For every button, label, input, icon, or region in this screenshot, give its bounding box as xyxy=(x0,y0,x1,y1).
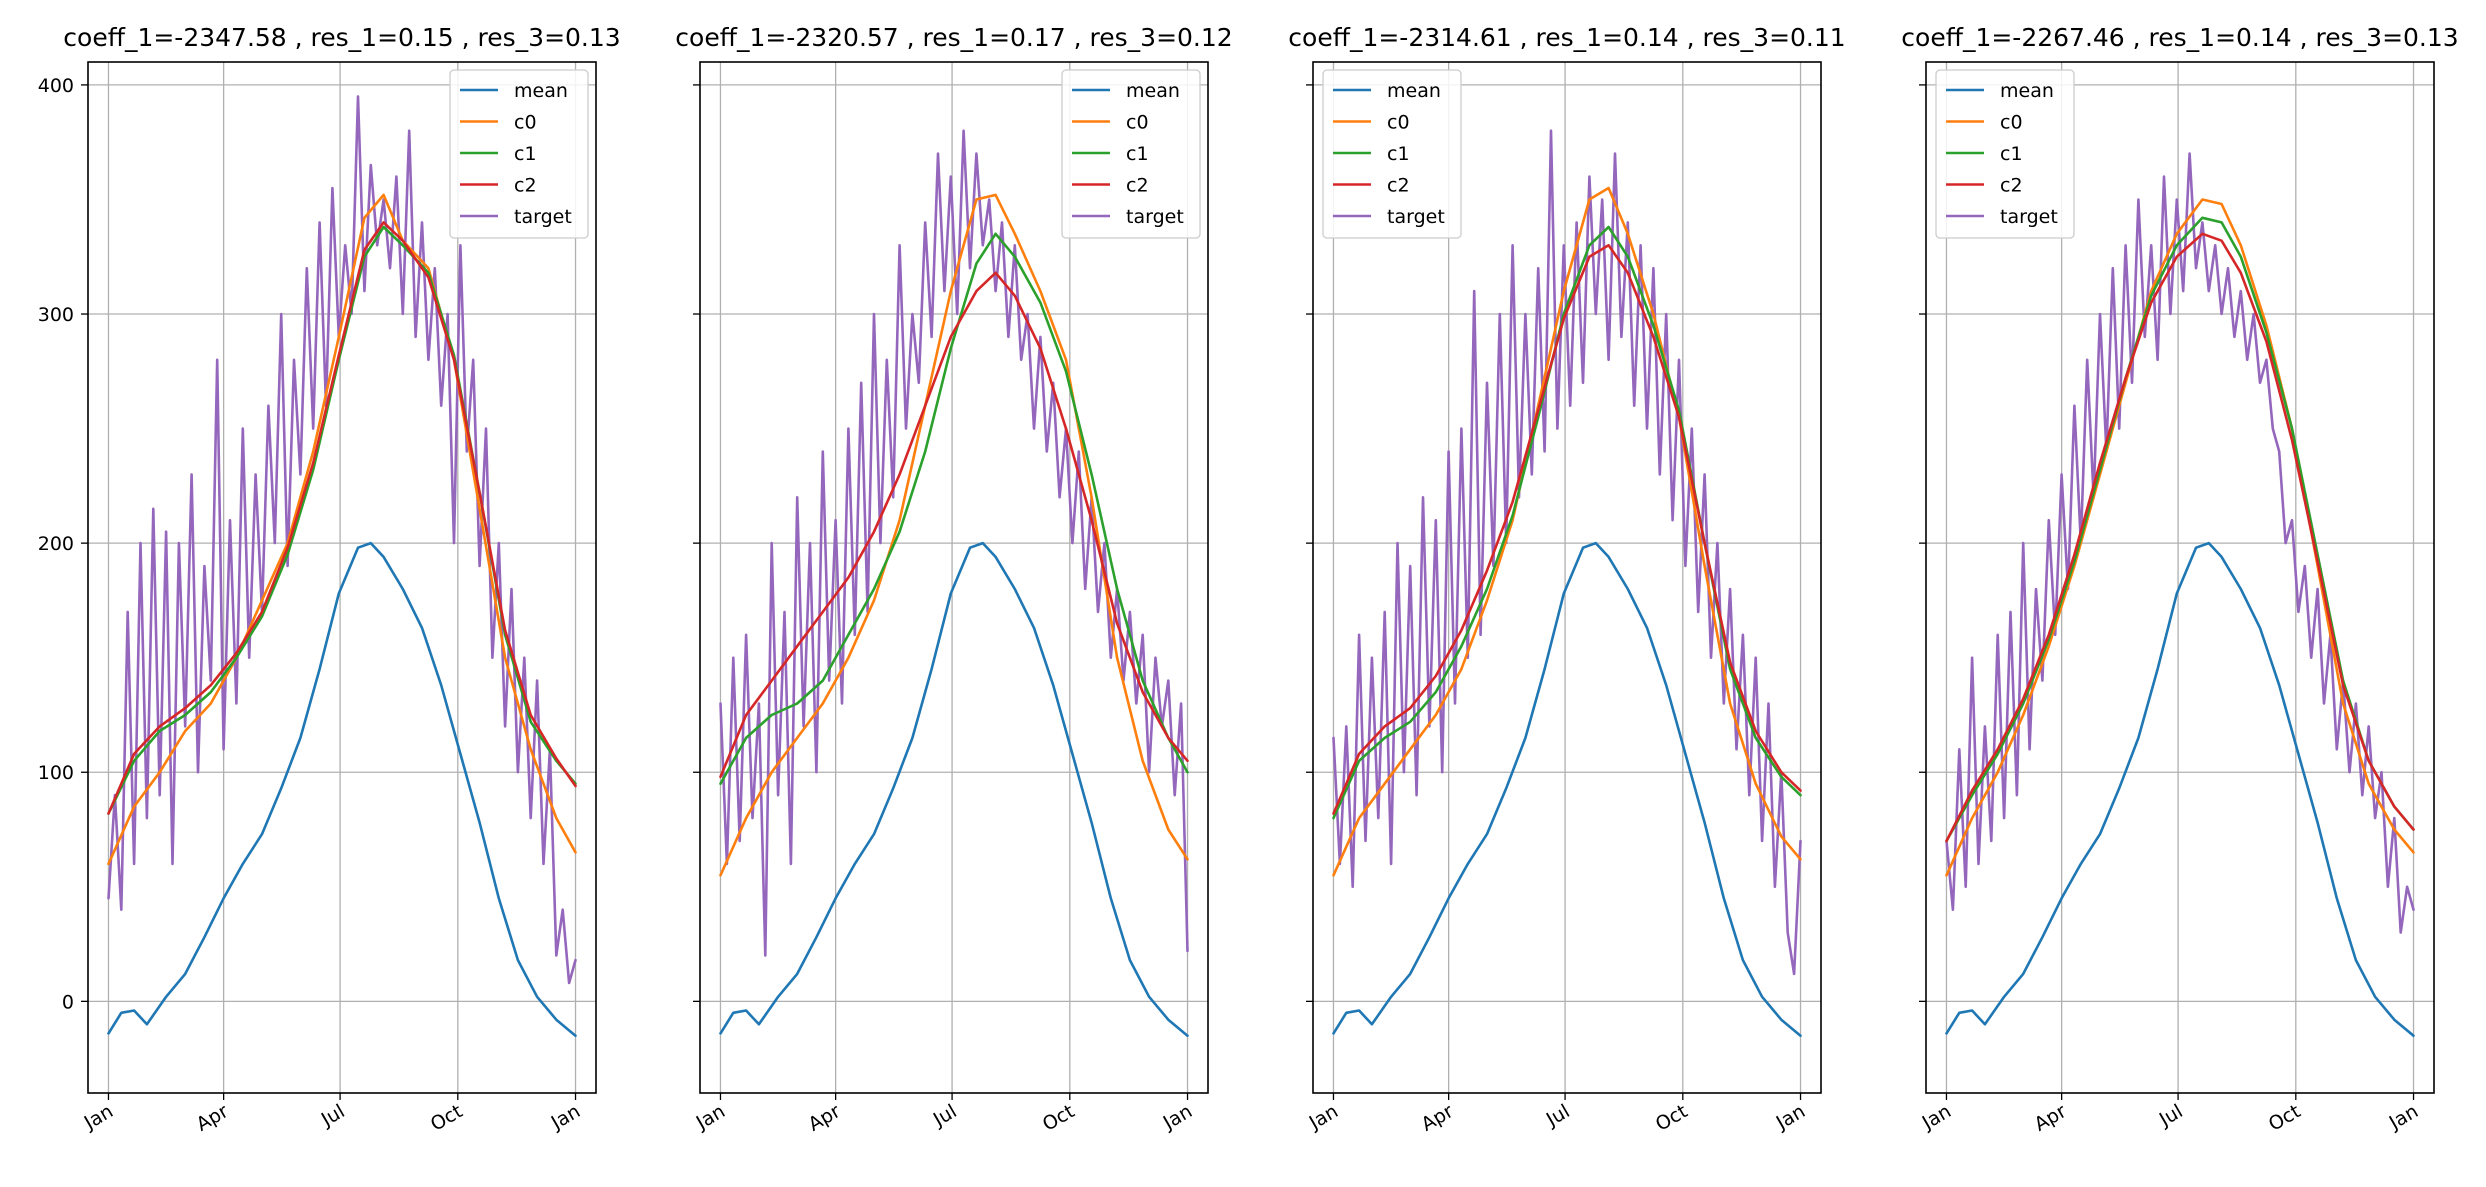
plot-area xyxy=(1945,152,2415,1037)
legend-label-target: target xyxy=(1126,206,1184,228)
x-tick-label: Oct xyxy=(427,1100,466,1135)
legend-label-c1: c1 xyxy=(1126,143,1149,165)
x-tick-label: Jul xyxy=(1542,1100,1574,1131)
panel-2: coeff_1=-2320.57 , res_1=0.17 , res_3=0.… xyxy=(675,23,1232,1136)
legend-label-target: target xyxy=(1387,206,1445,228)
legend-label-c1: c1 xyxy=(1387,143,1410,165)
panel-title: coeff_1=-2267.46 , res_1=0.14 , res_3=0.… xyxy=(1901,23,2458,52)
legend: mean c0 c1 c2 target xyxy=(1935,69,2075,239)
legend-label-c1: c1 xyxy=(514,143,537,165)
x-tick-label: Jul xyxy=(929,1100,961,1131)
y-tick-label: 300 xyxy=(38,304,74,326)
legend-label-mean: mean xyxy=(1126,80,1180,102)
series-line-c2 xyxy=(1332,244,1802,815)
legend: mean c0 c1 c2 target xyxy=(449,69,589,239)
legend: mean c0 c1 c2 target xyxy=(1061,69,1201,239)
legend-box xyxy=(449,69,589,239)
plot-area xyxy=(719,129,1189,1037)
x-tick-label: Jan xyxy=(80,1100,117,1134)
panel-title: coeff_1=-2347.58 , res_1=0.15 , res_3=0.… xyxy=(63,23,620,52)
series-line-mean xyxy=(107,541,577,1037)
series-line-c0 xyxy=(719,193,1189,877)
panel-1: coeff_1=-2347.58 , res_1=0.15 , res_3=0.… xyxy=(38,23,621,1136)
x-tick-label: Jan xyxy=(1772,1100,1809,1134)
legend-label-c0: c0 xyxy=(1126,112,1149,134)
series-line-c0 xyxy=(1945,198,2415,877)
series-line-mean xyxy=(719,541,1189,1037)
panel-4: coeff_1=-2267.46 , res_1=0.14 , res_3=0.… xyxy=(1901,23,2458,1136)
panel-title: coeff_1=-2314.61 , res_1=0.14 , res_3=0.… xyxy=(1288,23,1845,52)
x-tick-label: Apr xyxy=(805,1100,845,1136)
series-line-c0 xyxy=(107,193,577,866)
x-tick-label: Oct xyxy=(1652,1100,1691,1135)
series-line-target xyxy=(107,95,577,985)
legend-label-mean: mean xyxy=(514,80,568,102)
y-tick-label: 0 xyxy=(62,991,74,1013)
x-tick-label: Jul xyxy=(2155,1100,2187,1131)
x-tick-label: Apr xyxy=(193,1100,233,1136)
x-tick-label: Jan xyxy=(1305,1100,1342,1134)
y-tick-label: 200 xyxy=(38,533,74,555)
legend-label-target: target xyxy=(2000,206,2058,228)
series-line-c2 xyxy=(1945,232,2415,843)
series-line-target xyxy=(1945,152,2415,934)
plot-area xyxy=(1332,129,1802,1037)
panel-title: coeff_1=-2320.57 , res_1=0.17 , res_3=0.… xyxy=(675,23,1232,52)
series-line-mean xyxy=(1945,541,2415,1037)
x-tick-label: Jul xyxy=(317,1100,349,1131)
legend-label-c0: c0 xyxy=(2000,112,2023,134)
plot-area xyxy=(107,95,577,1037)
legend: mean c0 c1 c2 target xyxy=(1322,69,1462,239)
legend-box xyxy=(1322,69,1462,239)
axes-frame xyxy=(1925,61,2435,1094)
series-line-target xyxy=(719,129,1189,957)
axes-frame xyxy=(1312,61,1822,1094)
y-tick-label: 100 xyxy=(38,762,74,784)
legend-box xyxy=(1061,69,1201,239)
panel-3: coeff_1=-2314.61 , res_1=0.14 , res_3=0.… xyxy=(1288,23,1845,1136)
legend-label-c2: c2 xyxy=(2000,175,2023,197)
axes-frame xyxy=(699,61,1209,1094)
legend-label-mean: mean xyxy=(1387,80,1441,102)
x-tick-label: Jan xyxy=(547,1100,584,1134)
legend-label-c0: c0 xyxy=(1387,112,1410,134)
legend-label-target: target xyxy=(514,206,572,228)
legend-label-c2: c2 xyxy=(1126,175,1149,197)
x-tick-label: Apr xyxy=(2031,1100,2071,1136)
legend-label-mean: mean xyxy=(2000,80,2054,102)
series-line-c1 xyxy=(719,232,1189,786)
y-tick-label: 400 xyxy=(38,75,74,97)
legend-label-c2: c2 xyxy=(514,175,537,197)
legend-label-c2: c2 xyxy=(1387,175,1410,197)
legend-label-c1: c1 xyxy=(2000,143,2023,165)
series-line-target xyxy=(1332,129,1802,976)
x-tick-label: Jan xyxy=(1918,1100,1955,1134)
series-line-c2 xyxy=(719,271,1189,779)
legend-label-c0: c0 xyxy=(514,112,537,134)
series-line-c1 xyxy=(1945,216,2415,843)
x-tick-label: Jan xyxy=(692,1100,729,1134)
x-tick-label: Apr xyxy=(1418,1100,1458,1136)
x-tick-label: Jan xyxy=(2385,1100,2422,1134)
x-tick-label: Oct xyxy=(1039,1100,1078,1135)
x-tick-label: Jan xyxy=(1159,1100,1196,1134)
series-line-mean xyxy=(1332,541,1802,1037)
series-line-c0 xyxy=(1332,186,1802,877)
legend-box xyxy=(1935,69,2075,239)
series-line-c2 xyxy=(107,221,577,815)
x-tick-label: Oct xyxy=(2265,1100,2304,1135)
axes-frame xyxy=(87,61,597,1094)
